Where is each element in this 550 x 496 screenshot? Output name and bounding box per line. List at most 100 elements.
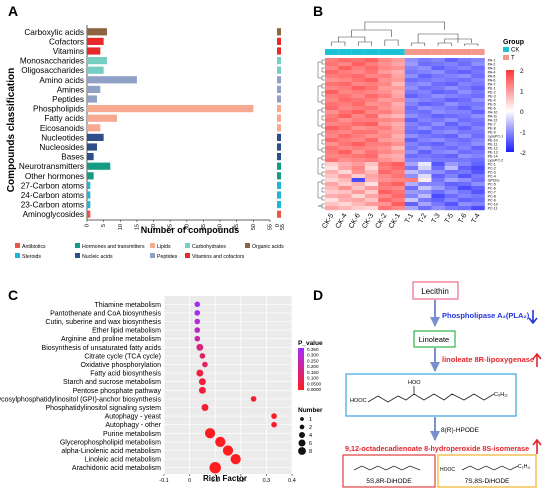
heatmap-cell [325,174,339,179]
heatmap-cell [325,202,339,207]
heatmap-cell [364,74,379,79]
panel-a-side-group-mark [277,37,281,45]
heatmap-cell [351,174,366,179]
heatmap-cell [471,134,485,139]
heatmap-cell [404,190,419,195]
heatmap-cell [471,182,485,187]
heatmap-cell [418,122,432,127]
panel-c-category-label: alpha-Linolenic acid metabolism [61,448,161,455]
panel-a-legend-swatch [185,253,190,258]
heatmap-cell [351,114,366,119]
panel-c-bubble [201,404,209,411]
heatmap-cell [444,178,459,183]
heatmap-cell [364,70,379,75]
heatmap-cell [458,94,472,99]
heatmap-row-label: PE-12 [488,147,498,151]
panel-c-size-legend-dot [299,424,305,430]
heatmap-cell [325,162,339,167]
heatmap-cell [444,74,459,79]
heatmap-cell [391,134,405,139]
upregulated-arrow-icon [532,352,542,367]
heatmap-cell [325,170,339,175]
panel-a-bar [87,85,101,93]
panel-c-bubble [196,343,204,351]
heatmap-cell [391,118,405,123]
heatmap-column-label: T-6 [457,212,468,224]
heatmap-cell [351,62,366,67]
heatmap-cell [418,166,432,171]
panel-a-side-group-mark [277,191,281,199]
dendrogram-branch [321,99,325,105]
dendrogram-branch [351,29,392,37]
panel-c-category-label: Ether lipid metabolism [92,328,161,335]
heatmap-cell [351,138,366,143]
dendrogram-branch [317,157,322,175]
panel-c-color-scale [298,348,304,390]
heatmap-cell [431,194,445,199]
panel-c-plot-background [164,296,292,474]
heatmap-cell [431,126,445,131]
heatmap-cell [444,102,459,107]
panel-c-category-label: Phosphatidylinositol signaling system [45,405,161,412]
heatmap-cell [431,150,445,155]
heatmap-cell [418,150,432,155]
heatmap-color-scale [506,70,514,152]
heatmap-cell [391,98,405,103]
heatmap-cell [458,142,472,147]
heatmap-cell [458,202,472,207]
enzyme-pla2-label: Phospholipase A₂(PLA₂) [442,311,530,320]
panel-c-bubble [199,353,206,359]
heatmap-cell [338,202,352,207]
heatmap-cell [378,202,392,207]
heatmap-cell [418,170,432,175]
heatmap-cell [391,110,405,115]
panel-a-x-tick-label: 10 [118,224,124,230]
panel-a-legend-swatch [15,253,20,258]
heatmap-cell [378,154,392,159]
heatmap-row-label: PE-2 [488,91,496,95]
heatmap-cell [418,162,432,167]
heatmap-cell [444,150,459,155]
heatmap-cell [338,134,352,139]
panel-c-category-label: Starch and sucrose metabolism [63,379,161,386]
heatmap-cell [391,190,405,195]
dendrogram-branch [321,131,325,137]
heatmap-cell [338,102,352,107]
heatmap-row-label: PE-11 [488,143,498,147]
heatmap-cell [431,166,445,171]
heatmap-cell [391,138,405,143]
heatmap-cell [404,82,419,87]
heatmap-cell [338,158,352,163]
heatmap-cell [391,154,405,159]
panel-a-category-label: 24-Carbon atoms [21,191,84,200]
heatmap-cell [458,134,472,139]
heatmap-cell [458,58,472,63]
panel-a-x-tick-label: 20 [151,224,157,230]
heatmap-cell [338,186,352,191]
linoleate-box [413,330,456,348]
enzyme-lipoxygenase-label: linoleate 8R-lipoxygenase [442,355,534,364]
heatmap-cell [338,106,352,111]
panel-c-category-label: Fatty acid biosynthesis [90,371,161,378]
panel-a-side-group-mark [277,66,281,74]
heatmap-cell [378,110,392,115]
heatmap-row-label: PA-10 [488,111,498,115]
panel-a-category-label: Bases [61,153,84,162]
heatmap-cell [431,186,445,191]
heatmap-cell [378,166,392,171]
heatmap-cell [458,178,472,183]
heatmap-cell [378,122,392,127]
heatmap-cell [378,62,392,67]
heatmap-cell [351,194,366,199]
heatmap-cell [391,142,405,147]
heatmap-cell [364,66,379,71]
heatmap-cell [338,86,352,91]
heatmap-cell [471,174,485,179]
heatmap-cell [418,130,432,135]
heatmap-cell [418,62,432,67]
downregulated-arrow-icon [528,310,538,325]
panel-a-side-group-mark [277,57,281,65]
heatmap-cell [391,62,405,67]
heatmap-cell [418,118,432,123]
